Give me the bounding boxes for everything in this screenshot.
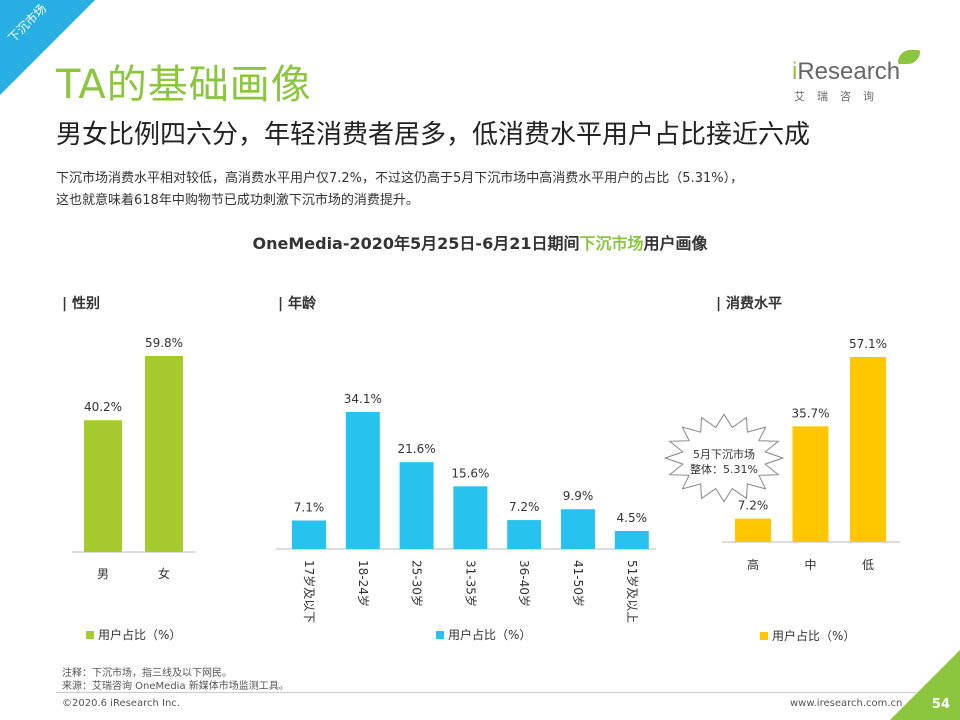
value-label: 57.1% [849, 337, 887, 351]
bar-2-1 [292, 520, 326, 549]
iresearch-logo: iResearch 艾瑞咨询 [792, 50, 922, 104]
value-label: 7.1% [294, 500, 325, 514]
legend-swatch [86, 630, 94, 639]
chart-title: OneMedia-2020年5月25日-6月21日期间下沉市场用户画像 [252, 234, 708, 253]
category-label: 51岁及以上 [625, 560, 640, 623]
logo-subtitle: 艾瑞咨询 [794, 90, 886, 103]
footer-divider [56, 692, 916, 693]
value-label: 35.7% [791, 406, 829, 420]
corner-triangle [0, 0, 95, 95]
category-label: 男 [97, 567, 109, 581]
bar-2-3 [399, 462, 434, 549]
section-label-gender: | 性别 [62, 296, 100, 312]
source-note: 来源：艾瑞咨询 OneMedia 新媒体市场监测工具。 [62, 681, 289, 692]
bar-3-3 [850, 357, 886, 542]
category-label: 31-35岁 [463, 560, 478, 607]
category-label: 低 [862, 558, 874, 572]
value-label: 40.2% [84, 400, 122, 414]
value-label: 7.2% [509, 500, 540, 514]
burst-annotation: 5月下沉市场 整体：5.31% [690, 448, 758, 476]
section-label-consumption: | 消费水平 [716, 296, 782, 312]
value-label: 15.6% [451, 466, 489, 480]
value-label: 9.9% [563, 489, 594, 503]
bar-1-1 [84, 420, 122, 552]
legend-consumption: 用户占比（%） [760, 627, 855, 644]
website-url: www.iresearch.com.cn [790, 698, 903, 709]
bar-2-7 [614, 530, 649, 549]
bar-2-6 [561, 509, 595, 549]
page-title: TA的基础画像 [56, 62, 312, 108]
description-line-1: 下沉市场消费水平相对较低，高消费水平用户仅7.2%，不过这仍高于5月下沉市场中高… [56, 171, 744, 186]
logo-wordmark: iResearch [792, 58, 901, 85]
value-label: 21.6% [398, 442, 436, 456]
category-label: 中 [804, 557, 816, 572]
legend-age: 用户占比（%） [436, 626, 531, 643]
legend-swatch [436, 630, 444, 639]
value-label: 4.5% [617, 511, 648, 525]
logo-leaf-icon [898, 50, 920, 64]
page-corner-triangle [890, 650, 960, 720]
bar-3-2 [792, 426, 829, 542]
category-label: 25-30岁 [410, 560, 425, 607]
copyright: ©2020.6 iResearch Inc. [62, 698, 180, 709]
legend-gender: 用户占比（%） [86, 626, 181, 643]
page-number: 54 [931, 697, 950, 712]
description: 下沉市场消费水平相对较低，高消费水平用户仅7.2%，不过这仍高于5月下沉市场中高… [56, 168, 926, 212]
category-label: 36-40岁 [517, 560, 532, 607]
category-label: 女 [158, 566, 170, 581]
bar-1-2 [145, 356, 183, 552]
value-label: 34.1% [344, 392, 382, 406]
value-label: 59.8% [145, 336, 183, 350]
category-label: 17岁及以下 [302, 560, 317, 623]
bar-2-5 [507, 520, 542, 549]
section-label-age: | 年龄 [278, 296, 316, 312]
description-line-2: 这也就意味着618年中购物节已成功刺激下沉市场的消费提升。 [56, 193, 419, 208]
bar-2-2 [345, 412, 380, 549]
footnote: 注释：下沉市场，指三线及以下网民。 [62, 668, 232, 679]
category-label: 41-50岁 [571, 560, 586, 607]
value-label: 7.2% [738, 499, 769, 513]
burst-shape [663, 413, 785, 503]
legend-swatch [760, 631, 768, 640]
category-label: 高 [747, 557, 759, 572]
bar-2-4 [453, 486, 488, 549]
page-subtitle: 男女比例四六分，年轻消费者居多，低消费水平用户占比接近六成 [56, 120, 811, 150]
category-label: 18-24岁 [356, 560, 371, 607]
bar-3-1 [735, 518, 771, 542]
